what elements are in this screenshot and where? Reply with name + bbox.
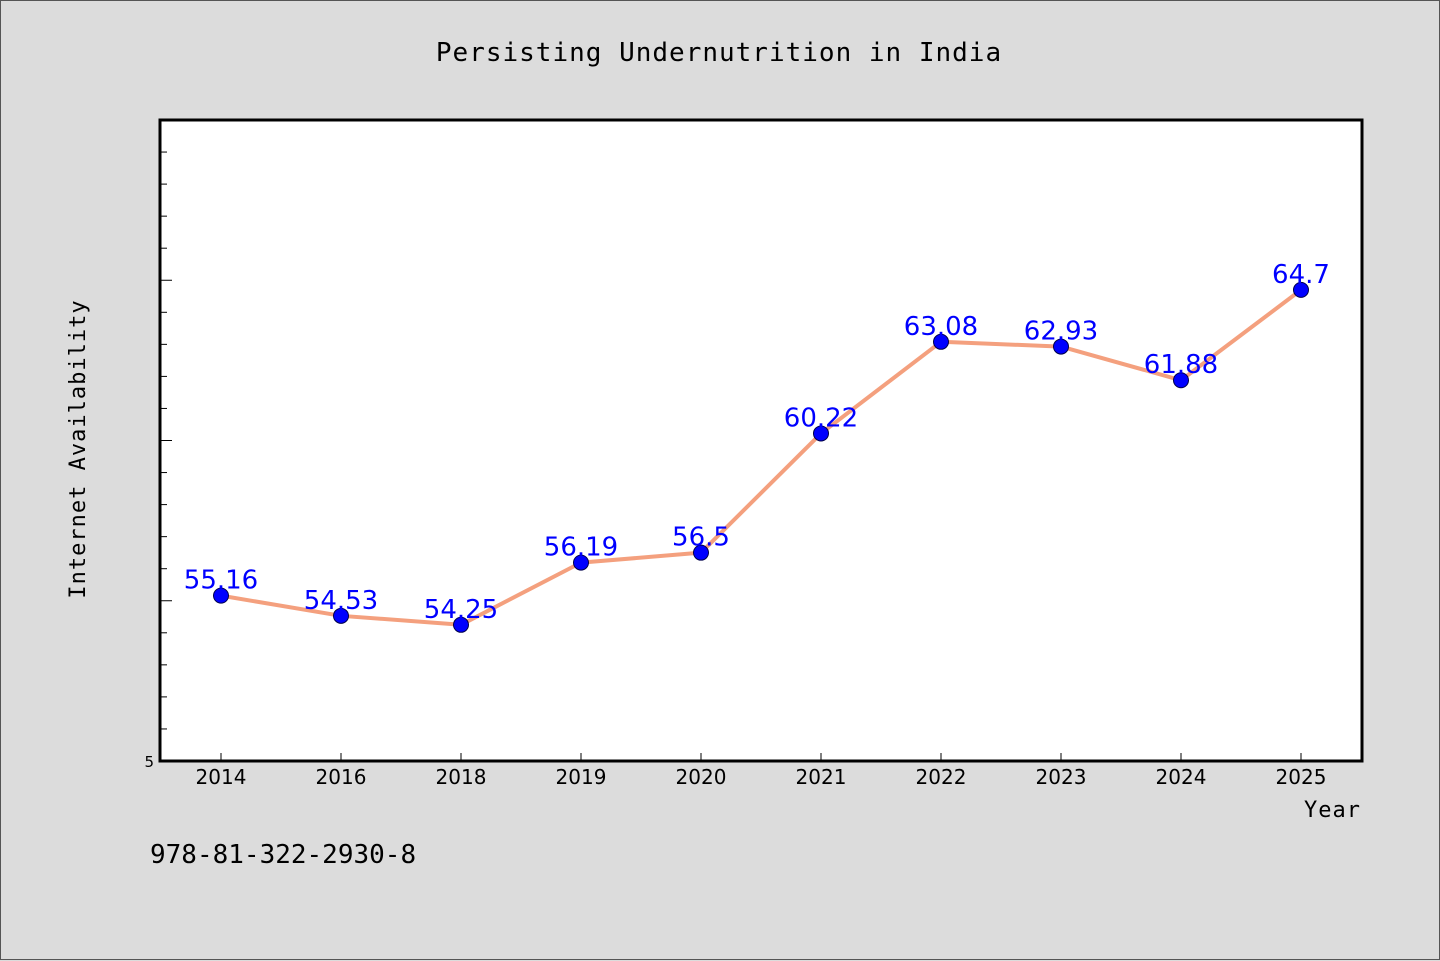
data-point: [573, 554, 589, 571]
x-tick-label: 2023: [1036, 765, 1087, 789]
y-axis-ticks: [160, 151, 172, 730]
data-point: [693, 544, 709, 561]
x-tick-label: 2024: [1156, 765, 1207, 789]
x-tick-label: 2020: [676, 765, 727, 789]
series-line-group: [220, 288, 1303, 627]
x-tick-label: 2025: [1276, 765, 1327, 789]
y-axis-label: Internet Availability: [66, 299, 91, 598]
data-point: [453, 616, 469, 633]
data-label: 61.88: [1144, 350, 1218, 380]
x-tick-label: 2022: [916, 765, 967, 789]
data-point: [1293, 281, 1309, 298]
data-labels: 55.16 54.53 54.25 56.19 56.5 60.22 63.08 62.93 6…: [184, 260, 1330, 625]
data-markers: [213, 281, 1309, 633]
x-axis-ticks: 2014 2016 2018 2019 2020 2021 2022 2023 2024 2025: [196, 753, 1327, 789]
data-point: [813, 425, 829, 442]
data-label: 54.53: [304, 586, 378, 616]
data-point: [333, 607, 349, 624]
data-point: [1173, 372, 1189, 389]
x-tick-label: 2021: [796, 765, 847, 789]
y-tick-label: 5: [144, 753, 154, 771]
data-label: 63.08: [904, 312, 978, 342]
x-tick-label: 2014: [196, 765, 247, 789]
plot-area: [158, 118, 1364, 763]
data-label: 56.5: [672, 523, 730, 553]
footer-isbn: 978-81-322-2930-8: [150, 840, 416, 870]
data-label: 62.93: [1024, 317, 1098, 347]
data-point: [933, 333, 949, 350]
chart-title: Persisting Undernutrition in India: [436, 38, 1002, 68]
data-label: 55.16: [184, 566, 258, 596]
data-label: 56.19: [544, 533, 618, 563]
x-tick-label: 2019: [556, 765, 607, 789]
data-label: 64.7: [1272, 260, 1330, 290]
data-point: [213, 587, 229, 604]
data-label: 60.22: [784, 403, 858, 433]
series-line: [220, 288, 1303, 627]
x-tick-label: 2018: [436, 765, 487, 789]
data-point: [1053, 338, 1069, 355]
data-label: 54.25: [424, 595, 498, 625]
x-tick-label: 2016: [316, 765, 367, 789]
x-axis-label: Year: [1304, 798, 1361, 823]
